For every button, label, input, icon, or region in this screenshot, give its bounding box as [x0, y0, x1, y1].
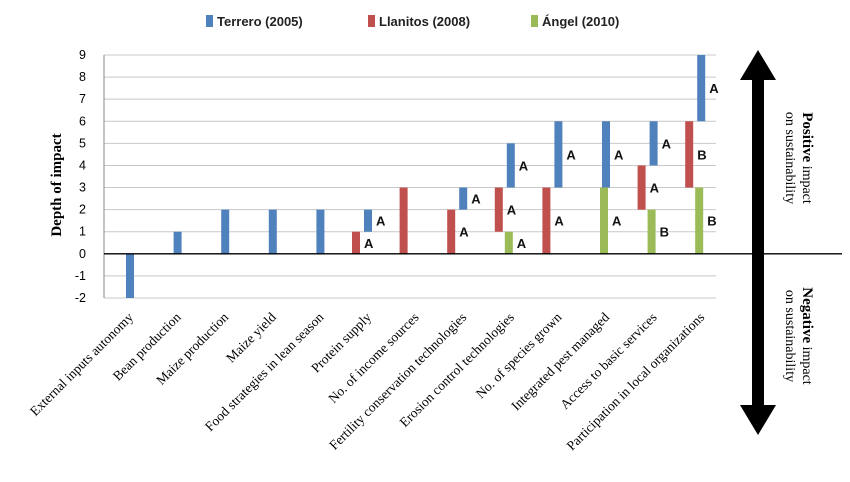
bar-label: A: [650, 181, 660, 196]
y-tick-label: 0: [79, 247, 86, 261]
bar-segment: [316, 209, 325, 254]
bar-segment: [221, 209, 230, 254]
bar-segment: [600, 187, 608, 254]
y-tick-label: 5: [79, 136, 86, 150]
y-tick-label: 1: [79, 225, 86, 239]
bar-segment: [352, 231, 360, 254]
y-tick-label: 8: [79, 70, 86, 84]
bar-segment: [697, 55, 706, 122]
y-tick-label: -2: [75, 291, 86, 305]
bar-segment: [685, 121, 694, 188]
bar-label: A: [566, 147, 576, 162]
chart-grid: [104, 54, 716, 299]
chart-legend: Terrero (2005) Llanitos (2008) Ángel (2010…: [206, 14, 619, 29]
bar-label: A: [519, 158, 529, 173]
legend-swatch: [206, 15, 213, 27]
y-tick-label: 6: [79, 114, 86, 128]
bar-segment: [173, 231, 182, 254]
legend-label: Terrero (2005): [217, 14, 303, 29]
legend-label: Llanitos (2008): [379, 14, 470, 29]
bar-segment: [447, 209, 456, 254]
bar-label: A: [376, 214, 386, 229]
bar-segment: [542, 187, 551, 254]
y-axis-label: Depth of impact: [49, 133, 65, 236]
bar-label: A: [612, 214, 622, 229]
y-tick-label: 9: [79, 48, 86, 62]
x-tick-label: No. of income sources: [325, 310, 421, 406]
y-tick-label: 7: [79, 92, 86, 106]
arrow-shaft: [752, 78, 764, 408]
impact-annotation: Negative impact: [799, 287, 815, 385]
bar-segment: [602, 121, 610, 188]
bar-label: A: [662, 136, 672, 151]
legend-label: Ángel (2010): [542, 14, 619, 29]
bar-label: A: [471, 192, 481, 207]
bar-label: A: [364, 236, 374, 251]
bar-segment: [459, 187, 468, 210]
legend-swatch: [531, 15, 538, 27]
bar-label: B: [660, 225, 669, 240]
bar-segment: [364, 209, 372, 232]
y-tick-label: -1: [75, 269, 86, 283]
bar-segment: [399, 187, 408, 254]
bar-segment: [506, 143, 515, 188]
arrow-head-up: [740, 50, 776, 80]
bar-segment: [494, 187, 503, 232]
bar-segment: [554, 121, 563, 188]
impact-annotation: on sustainability: [782, 112, 797, 204]
y-tick-label: 2: [79, 203, 86, 217]
bar-label: B: [707, 214, 716, 229]
chart-bars: [126, 55, 706, 298]
bar-label: A: [614, 147, 624, 162]
bar-label: A: [517, 236, 527, 251]
arrow-head-down: [740, 405, 776, 435]
bar-label: B: [697, 147, 706, 162]
bar-segment: [649, 121, 658, 166]
bar-segment: [637, 165, 646, 210]
bar-segment: [647, 209, 656, 254]
impact-double-arrow: [740, 50, 776, 435]
bar-label: A: [507, 203, 517, 218]
impact-annotation: Positive impact: [799, 112, 815, 204]
y-axis: -2 -1 0 1 2 3 4 5 6 7 8 9: [75, 48, 105, 305]
bar-segment: [504, 231, 513, 254]
bar-label: A: [459, 225, 469, 240]
impact-annotation: on sustainability: [782, 290, 797, 382]
legend-swatch: [368, 15, 375, 27]
x-tick-label: No. of species grown: [473, 309, 565, 401]
bar-segment: [126, 253, 134, 298]
y-tick-label: 3: [79, 181, 86, 195]
bar-label: A: [554, 214, 564, 229]
bar-segment: [268, 209, 277, 254]
bar-segment: [695, 187, 704, 254]
y-tick-label: 4: [79, 158, 86, 172]
bar-label: A: [709, 81, 719, 96]
